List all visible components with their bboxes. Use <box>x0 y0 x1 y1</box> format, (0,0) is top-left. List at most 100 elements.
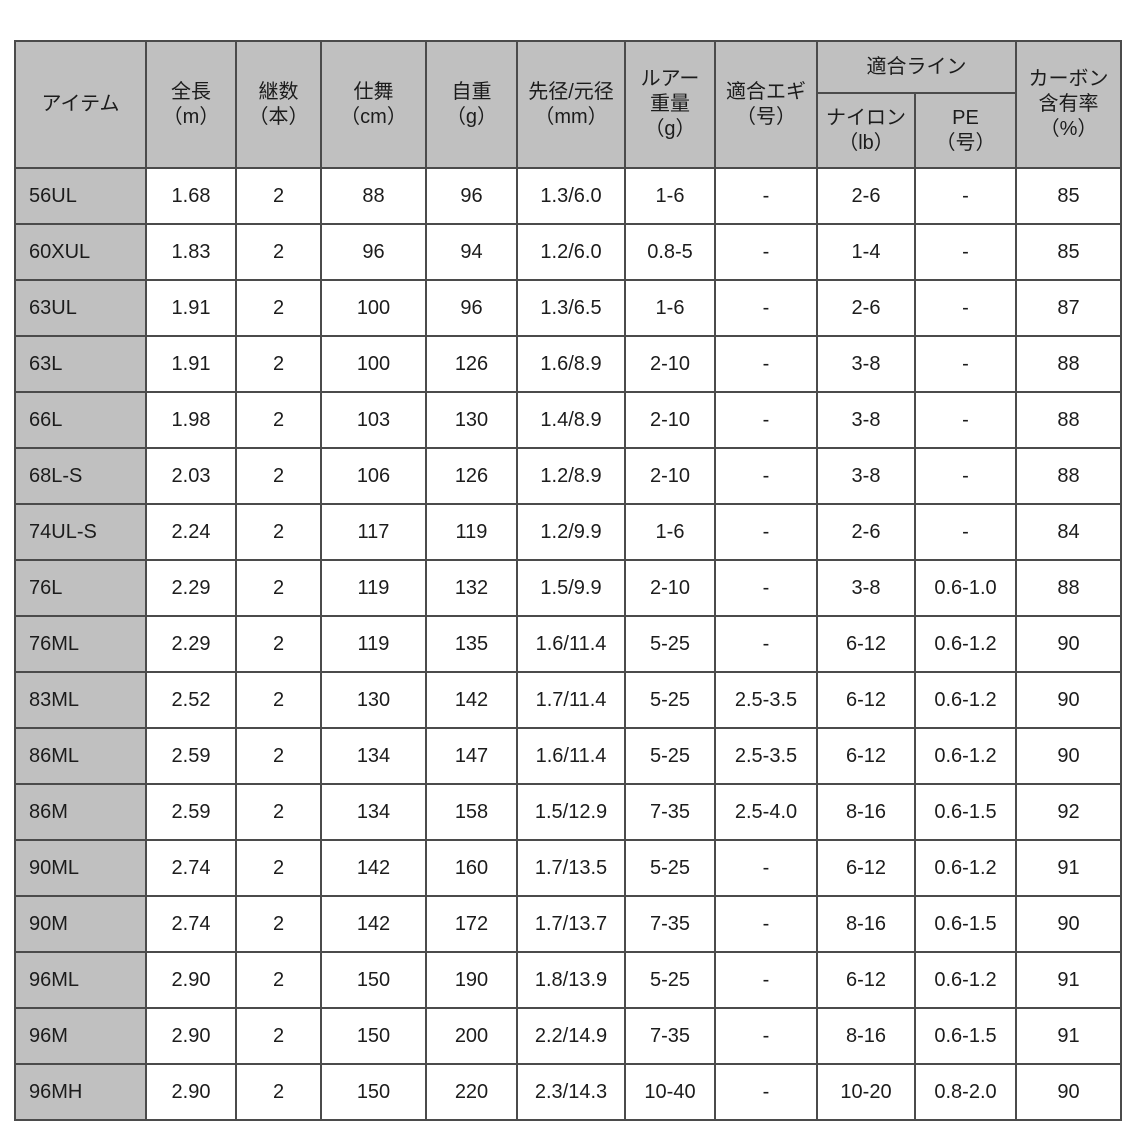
table-row: 86ML 2.59 2 134 147 1.6/11.4 5-25 2.5-3.5 6-12 0.… <box>14 727 1122 785</box>
data-cell: - <box>714 447 818 505</box>
data-cell: 2.2/14.9 <box>516 1007 626 1065</box>
data-cell: 1.6/11.4 <box>516 615 626 673</box>
item-cell: 63UL <box>14 279 147 337</box>
data-cell: 87 <box>1015 279 1122 337</box>
data-cell: 2 <box>235 1007 322 1065</box>
data-cell: 5-25 <box>624 671 716 729</box>
data-cell: 106 <box>320 447 427 505</box>
data-cell: 1.7/13.7 <box>516 895 626 953</box>
data-cell: 2.24 <box>145 503 237 561</box>
data-cell: 1.83 <box>145 223 237 281</box>
data-cell: 2.90 <box>145 1007 237 1065</box>
data-cell: 2 <box>235 839 322 897</box>
data-cell: 2 <box>235 1063 322 1121</box>
data-cell: 160 <box>425 839 518 897</box>
data-cell: 1.2/9.9 <box>516 503 626 561</box>
item-cell: 74UL-S <box>14 503 147 561</box>
data-cell: - <box>714 951 818 1009</box>
data-cell: 2.03 <box>145 447 237 505</box>
data-cell: 90 <box>1015 895 1122 953</box>
data-cell: 1.98 <box>145 391 237 449</box>
data-cell: 90 <box>1015 615 1122 673</box>
data-cell: 90 <box>1015 1063 1122 1121</box>
data-cell: 2 <box>235 167 322 225</box>
data-cell: 0.6-1.2 <box>914 727 1017 785</box>
data-cell: 0.6-1.5 <box>914 1007 1017 1065</box>
col-header-length: 全長 （m） <box>145 40 237 169</box>
data-cell: 6-12 <box>816 671 916 729</box>
table-row: 90M 2.74 2 142 172 1.7/13.7 7-35-8-16 0.6-1.5 90 <box>14 895 1122 953</box>
data-cell: - <box>714 1007 818 1065</box>
data-cell: 8-16 <box>816 895 916 953</box>
data-cell: 132 <box>425 559 518 617</box>
data-cell: 2 <box>235 615 322 673</box>
data-cell: 5-25 <box>624 615 716 673</box>
data-cell: 2.90 <box>145 1063 237 1121</box>
table-row: 68L-S 2.03 2 106 126 1.2/8.9 2-10-3-8-88 <box>14 447 1122 505</box>
data-cell: 2-10 <box>624 391 716 449</box>
data-cell: 5-25 <box>624 727 716 785</box>
item-cell: 90ML <box>14 839 147 897</box>
data-cell: - <box>914 503 1017 561</box>
data-cell: 7-35 <box>624 895 716 953</box>
data-cell: 8-16 <box>816 783 916 841</box>
data-cell: 88 <box>1015 559 1122 617</box>
table-row: 63UL 1.91 2 100 96 1.3/6.5 1-6-2-6-87 <box>14 279 1122 337</box>
data-cell: - <box>714 167 818 225</box>
data-cell: 91 <box>1015 951 1122 1009</box>
data-cell: 2.74 <box>145 895 237 953</box>
data-cell: 88 <box>1015 391 1122 449</box>
data-cell: 90 <box>1015 727 1122 785</box>
data-cell: 2.3/14.3 <box>516 1063 626 1121</box>
data-cell: 2-10 <box>624 335 716 393</box>
data-cell: 88 <box>320 167 427 225</box>
data-cell: - <box>714 391 818 449</box>
data-cell: 5-25 <box>624 839 716 897</box>
data-cell: 3-8 <box>816 335 916 393</box>
table-row: 74UL-S 2.24 2 117 119 1.2/9.9 1-6-2-6-84 <box>14 503 1122 561</box>
header-row-1: アイテム 全長 （m） 継数 （本） 仕舞 （cm） 自重 （g） 先径/元径 … <box>14 40 1122 169</box>
data-cell: - <box>714 615 818 673</box>
data-cell: 200 <box>425 1007 518 1065</box>
data-cell: - <box>714 335 818 393</box>
data-cell: 2 <box>235 279 322 337</box>
data-cell: 2 <box>235 727 322 785</box>
data-cell: 1.7/13.5 <box>516 839 626 897</box>
item-cell: 63L <box>14 335 147 393</box>
data-cell: 2 <box>235 783 322 841</box>
data-cell: 2-10 <box>624 447 716 505</box>
data-cell: 2-6 <box>816 503 916 561</box>
data-cell: - <box>714 279 818 337</box>
data-cell: 142 <box>320 895 427 953</box>
data-cell: 92 <box>1015 783 1122 841</box>
data-cell: - <box>914 335 1017 393</box>
data-cell: 2 <box>235 335 322 393</box>
table-row: 56UL 1.68 2 88 96 1.3/6.0 1-6-2-6-85 <box>14 167 1122 225</box>
data-cell: 0.6-1.2 <box>914 951 1017 1009</box>
data-cell: 2.5-3.5 <box>714 727 818 785</box>
item-cell: 86M <box>14 783 147 841</box>
table-row: 86M 2.59 2 134 158 1.5/12.9 7-35 2.5-4.0 8-16 0.6… <box>14 783 1122 841</box>
data-cell: 119 <box>425 503 518 561</box>
data-cell: 2 <box>235 447 322 505</box>
data-cell: 130 <box>320 671 427 729</box>
data-cell: 2-6 <box>816 167 916 225</box>
data-cell: 2.74 <box>145 839 237 897</box>
data-cell: 6-12 <box>816 951 916 1009</box>
data-cell: 103 <box>320 391 427 449</box>
table-row: 96MH 2.90 2 150 220 2.3/14.3 10-40-10-20 0.8-2.… <box>14 1063 1122 1121</box>
data-cell: 5-25 <box>624 951 716 1009</box>
data-cell: 100 <box>320 279 427 337</box>
table-row: 66L 1.98 2 103 130 1.4/8.9 2-10-3-8-88 <box>14 391 1122 449</box>
data-cell: 2 <box>235 391 322 449</box>
data-cell: - <box>714 839 818 897</box>
data-cell: 134 <box>320 783 427 841</box>
data-cell: 142 <box>425 671 518 729</box>
data-cell: 90 <box>1015 671 1122 729</box>
item-cell: 56UL <box>14 167 147 225</box>
col-header-nylon: ナイロン （lb） <box>816 92 916 169</box>
data-cell: 1.5/12.9 <box>516 783 626 841</box>
data-cell: 1-6 <box>624 503 716 561</box>
col-header-pieces: 継数 （本） <box>235 40 322 169</box>
data-cell: 0.8-2.0 <box>914 1063 1017 1121</box>
